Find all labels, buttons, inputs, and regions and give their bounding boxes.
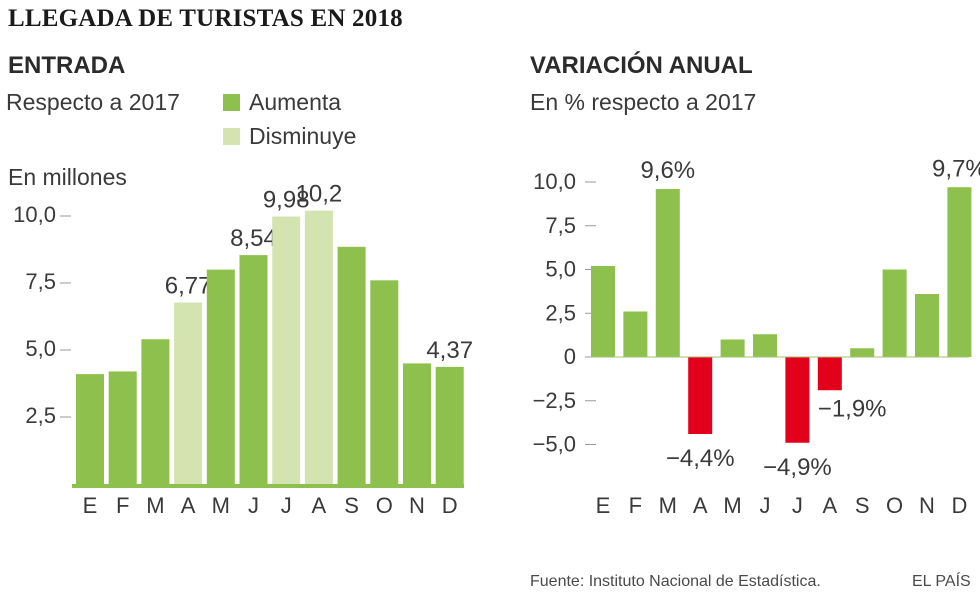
left-xtick-label-7: A <box>312 493 327 518</box>
right-bar-11 <box>947 187 972 357</box>
right-ytick-label-0: −5,0 <box>533 432 576 457</box>
legend-swatch-decrease <box>223 128 240 145</box>
right-ytick-label-6: 10,0 <box>533 169 576 194</box>
left-xtick-label-0: E <box>83 493 98 518</box>
right-xtick-label-2: M <box>659 493 677 518</box>
right-bar-10 <box>915 294 939 357</box>
left-bar-0 <box>76 374 104 484</box>
left-xtick-label-2: M <box>146 493 164 518</box>
left-xtick-label-1: F <box>116 493 129 518</box>
right-ytick-label-1: −2,5 <box>533 388 576 413</box>
left-xtick-label-11: D <box>442 493 458 518</box>
right-bar-1 <box>623 311 648 357</box>
right-xtick-label-6: J <box>792 493 803 518</box>
right-data-label-3: −4,4% <box>666 445 735 472</box>
legend-label-increase: Aumenta <box>249 89 342 115</box>
brand-label: EL PAÍS <box>912 573 971 590</box>
right-data-label-11: 9,7% <box>932 155 980 182</box>
right-data-label-7: −1,9% <box>818 395 887 422</box>
right-xtick-label-3: A <box>693 493 708 518</box>
legend-item-increase: Aumenta <box>223 89 341 116</box>
left-unit-label: En millones <box>8 164 127 190</box>
right-xtick-label-1: F <box>629 493 642 518</box>
source-note: Fuente: Instituto Nacional de Estadístic… <box>530 573 821 590</box>
right-bar-5 <box>753 334 777 357</box>
left-bar-11 <box>435 366 464 484</box>
right-data-label-6: −4,9% <box>763 454 832 481</box>
left-bar-2 <box>141 339 170 484</box>
right-panel-subheading: En % respecto a 2017 <box>530 89 757 115</box>
left-xtick-label-3: A <box>181 493 196 518</box>
legend-item-decrease: Disminuye <box>223 123 356 150</box>
left-ytick-label-3: 10,0 <box>13 202 56 227</box>
left-data-label-5: 8,54 <box>230 225 277 252</box>
left-bar-3 <box>174 302 203 484</box>
right-bar-6 <box>785 357 810 443</box>
left-data-label-6: 9,98 <box>263 187 310 214</box>
left-xtick-label-5: J <box>248 493 259 518</box>
left-bar-4 <box>206 269 235 484</box>
right-bar-8 <box>850 348 875 357</box>
left-bar-8 <box>337 246 366 484</box>
left-ytick-label-2: 7,5 <box>25 269 56 294</box>
left-xtick-label-4: M <box>212 493 230 518</box>
right-bar-3 <box>688 357 713 434</box>
right-xtick-label-0: E <box>596 493 611 518</box>
right-bar-4 <box>720 339 745 357</box>
left-data-label-11: 4,37 <box>426 337 473 364</box>
right-ytick-label-5: 7,5 <box>545 213 576 238</box>
right-bar-9 <box>882 269 907 357</box>
legend-label-decrease: Disminuye <box>249 123 357 149</box>
chart-title: LLEGADA DE TURISTAS EN 2018 <box>8 5 403 32</box>
left-panel-subheading: Respecto a 2017 <box>6 89 180 115</box>
left-xtick-label-6: J <box>281 493 292 518</box>
left-bar-9 <box>370 280 399 484</box>
left-data-label-3: 6,77 <box>165 273 212 300</box>
left-data-label-7: 10,2 <box>296 181 343 208</box>
left-baseline <box>72 484 464 488</box>
right-ytick-label-4: 5,0 <box>545 257 576 282</box>
right-panel-heading: VARIACIÓN ANUAL <box>530 52 753 79</box>
right-xtick-label-8: S <box>855 493 870 518</box>
right-data-label-2: 9,6% <box>640 157 695 184</box>
right-xtick-label-10: N <box>919 493 935 518</box>
left-ytick-label-1: 5,0 <box>25 336 56 361</box>
left-bar-7 <box>304 210 333 484</box>
left-bar-10 <box>403 363 431 484</box>
right-xtick-label-4: M <box>723 493 741 518</box>
left-xtick-label-9: O <box>376 493 393 518</box>
right-bar-0 <box>591 266 615 357</box>
right-xtick-label-9: O <box>886 493 903 518</box>
right-bar-2 <box>655 189 680 357</box>
left-bar-6 <box>272 216 301 484</box>
right-ytick-label-3: 2,5 <box>545 300 576 325</box>
left-xtick-label-10: N <box>409 493 425 518</box>
left-xtick-label-8: S <box>344 493 359 518</box>
legend-swatch-increase <box>223 94 240 111</box>
left-bar-5 <box>239 255 268 484</box>
left-bar-1 <box>108 371 137 484</box>
left-panel-heading: ENTRADA <box>8 52 126 79</box>
left-ytick-label-0: 2,5 <box>25 403 56 428</box>
right-xtick-label-11: D <box>951 493 967 518</box>
right-ytick-label-2: 0 <box>564 344 576 369</box>
right-xtick-label-5: J <box>760 493 771 518</box>
right-xtick-label-7: A <box>822 493 837 518</box>
right-bar-7 <box>817 357 842 391</box>
